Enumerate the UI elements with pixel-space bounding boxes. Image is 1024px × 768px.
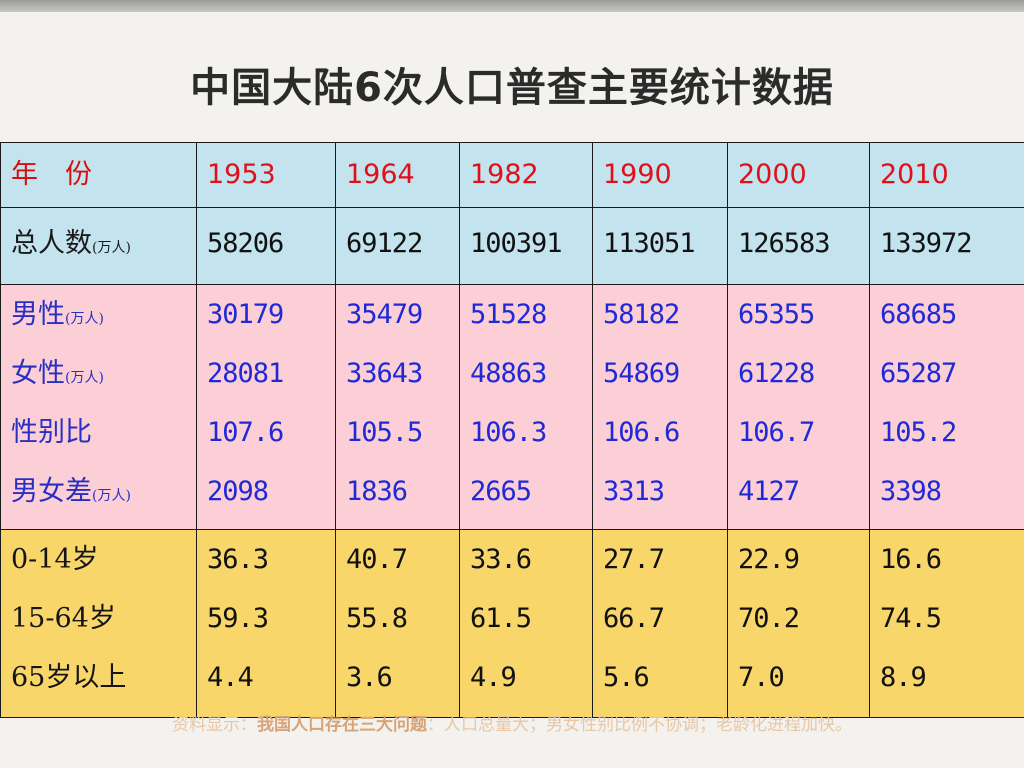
age-cell: 55.8 (346, 603, 408, 634)
age-cell: 4.9 (470, 662, 517, 693)
gender-col-2010: 68685 65287 105.2 3398 (869, 284, 1024, 530)
age-cell: 66.7 (603, 603, 665, 634)
age-col-2000: 22.9 70.2 7.0 (727, 529, 870, 718)
gender-block: 男性(万人) 女性(万人) 性别比 男女差(万人) 30179 28081 10… (0, 284, 1024, 530)
age-cell: 5.6 (603, 662, 650, 693)
gender-cell: 107.6 (207, 417, 284, 448)
age-col-1953: 36.3 59.3 4.4 (196, 529, 336, 718)
total-cell: 69122 (335, 207, 460, 285)
gender-cell: 68685 (880, 299, 957, 330)
gender-cell: 65287 (880, 358, 957, 389)
gender-cell: 106.3 (470, 417, 547, 448)
year-cell: 1990 (592, 142, 728, 208)
gender-col-1990: 58182 54869 106.6 3313 (592, 284, 728, 530)
slide-frame (0, 0, 1024, 12)
footer-emphasis: 我国人口存在三大问题 (257, 715, 427, 735)
age-col-1982: 33.6 61.5 4.9 (459, 529, 593, 718)
gender-cell: 105.5 (346, 417, 423, 448)
gender-cell: 61228 (738, 358, 815, 389)
total-cell: 100391 (459, 207, 593, 285)
age-cell: 7.0 (738, 662, 785, 693)
age-cell: 33.6 (470, 544, 532, 575)
age-cell: 22.9 (738, 544, 800, 575)
gender-cell: 51528 (470, 299, 547, 330)
footer-note: 资料显示：我国人口存在三大问题：人口总量大；男女性别比例不协调；老龄化进程加快。 (0, 708, 1024, 742)
census-table: 年 份 1953 1964 1982 1990 2000 2010 总人数(万人… (0, 142, 1024, 718)
gender-cell: 106.7 (738, 417, 815, 448)
age-labels: 0-14岁 15-64岁 65岁以上 (0, 529, 197, 718)
year-cell: 2010 (869, 142, 1024, 208)
gender-cell: 54869 (603, 358, 680, 389)
age-col-2010: 16.6 74.5 8.9 (869, 529, 1024, 718)
gender-cell: 2098 (207, 476, 269, 507)
gender-cell: 3398 (880, 476, 942, 507)
total-cell: 126583 (727, 207, 870, 285)
year-label: 年 份 (0, 142, 197, 208)
total-label: 总人数 (11, 228, 92, 259)
gender-cell: 3313 (603, 476, 665, 507)
age-label-65-plus: 65岁以上 (11, 662, 127, 693)
gender-cell: 35479 (346, 299, 423, 330)
age-cell: 40.7 (346, 544, 408, 575)
age-cell: 3.6 (346, 662, 393, 693)
gender-cell: 106.6 (603, 417, 680, 448)
page-title: 中国大陆6次人口普查主要统计数据 (190, 65, 834, 111)
gender-col-1953: 30179 28081 107.6 2098 (196, 284, 336, 530)
gender-cell: 28081 (207, 358, 284, 389)
age-cell: 61.5 (470, 603, 532, 634)
age-cell: 59.3 (207, 603, 269, 634)
age-label-15-64: 15-64岁 (11, 603, 116, 634)
year-row: 年 份 1953 1964 1982 1990 2000 2010 (0, 142, 1024, 208)
gender-cell: 65355 (738, 299, 815, 330)
age-cell: 8.9 (880, 662, 927, 693)
gender-cell: 2665 (470, 476, 532, 507)
gender-cell: 4127 (738, 476, 800, 507)
gender-col-2000: 65355 61228 106.7 4127 (727, 284, 870, 530)
gender-labels: 男性(万人) 女性(万人) 性别比 男女差(万人) (0, 284, 197, 530)
footer-prefix: 资料显示： (172, 715, 257, 735)
age-cell: 27.7 (603, 544, 665, 575)
gender-cell: 58182 (603, 299, 680, 330)
gender-label-male: 男性(万人) (11, 299, 104, 330)
total-cell: 113051 (592, 207, 728, 285)
year-cell: 2000 (727, 142, 870, 208)
gender-col-1982: 51528 48863 106.3 2665 (459, 284, 593, 530)
age-cell: 4.4 (207, 662, 254, 693)
total-row: 总人数(万人) 58206 69122 100391 113051 126583… (0, 207, 1024, 285)
gender-label-female: 女性(万人) (11, 358, 104, 389)
gender-cell: 30179 (207, 299, 284, 330)
age-block: 0-14岁 15-64岁 65岁以上 36.3 59.3 4.4 40.7 55… (0, 529, 1024, 718)
year-cell: 1964 (335, 142, 460, 208)
age-col-1990: 27.7 66.7 5.6 (592, 529, 728, 718)
gender-col-1964: 35479 33643 105.5 1836 (335, 284, 460, 530)
gender-cell: 1836 (346, 476, 408, 507)
gender-cell: 33643 (346, 358, 423, 389)
age-col-1964: 40.7 55.8 3.6 (335, 529, 460, 718)
gender-label-diff: 男女差(万人) (11, 476, 131, 507)
year-cell: 1982 (459, 142, 593, 208)
year-cell: 1953 (196, 142, 336, 208)
total-cell: 133972 (869, 207, 1024, 285)
gender-cell: 105.2 (880, 417, 957, 448)
age-cell: 70.2 (738, 603, 800, 634)
footer-rest: ：人口总量大；男女性别比例不协调；老龄化进程加快。 (427, 715, 852, 735)
gender-cell: 48863 (470, 358, 547, 389)
age-cell: 16.6 (880, 544, 942, 575)
total-cell: 58206 (196, 207, 336, 285)
age-cell: 36.3 (207, 544, 269, 575)
unit-label: (万人) (92, 240, 131, 256)
age-cell: 74.5 (880, 603, 942, 634)
age-label-0-14: 0-14岁 (11, 544, 99, 575)
total-label-cell: 总人数(万人) (0, 207, 197, 285)
gender-label-ratio: 性别比 (11, 417, 92, 448)
